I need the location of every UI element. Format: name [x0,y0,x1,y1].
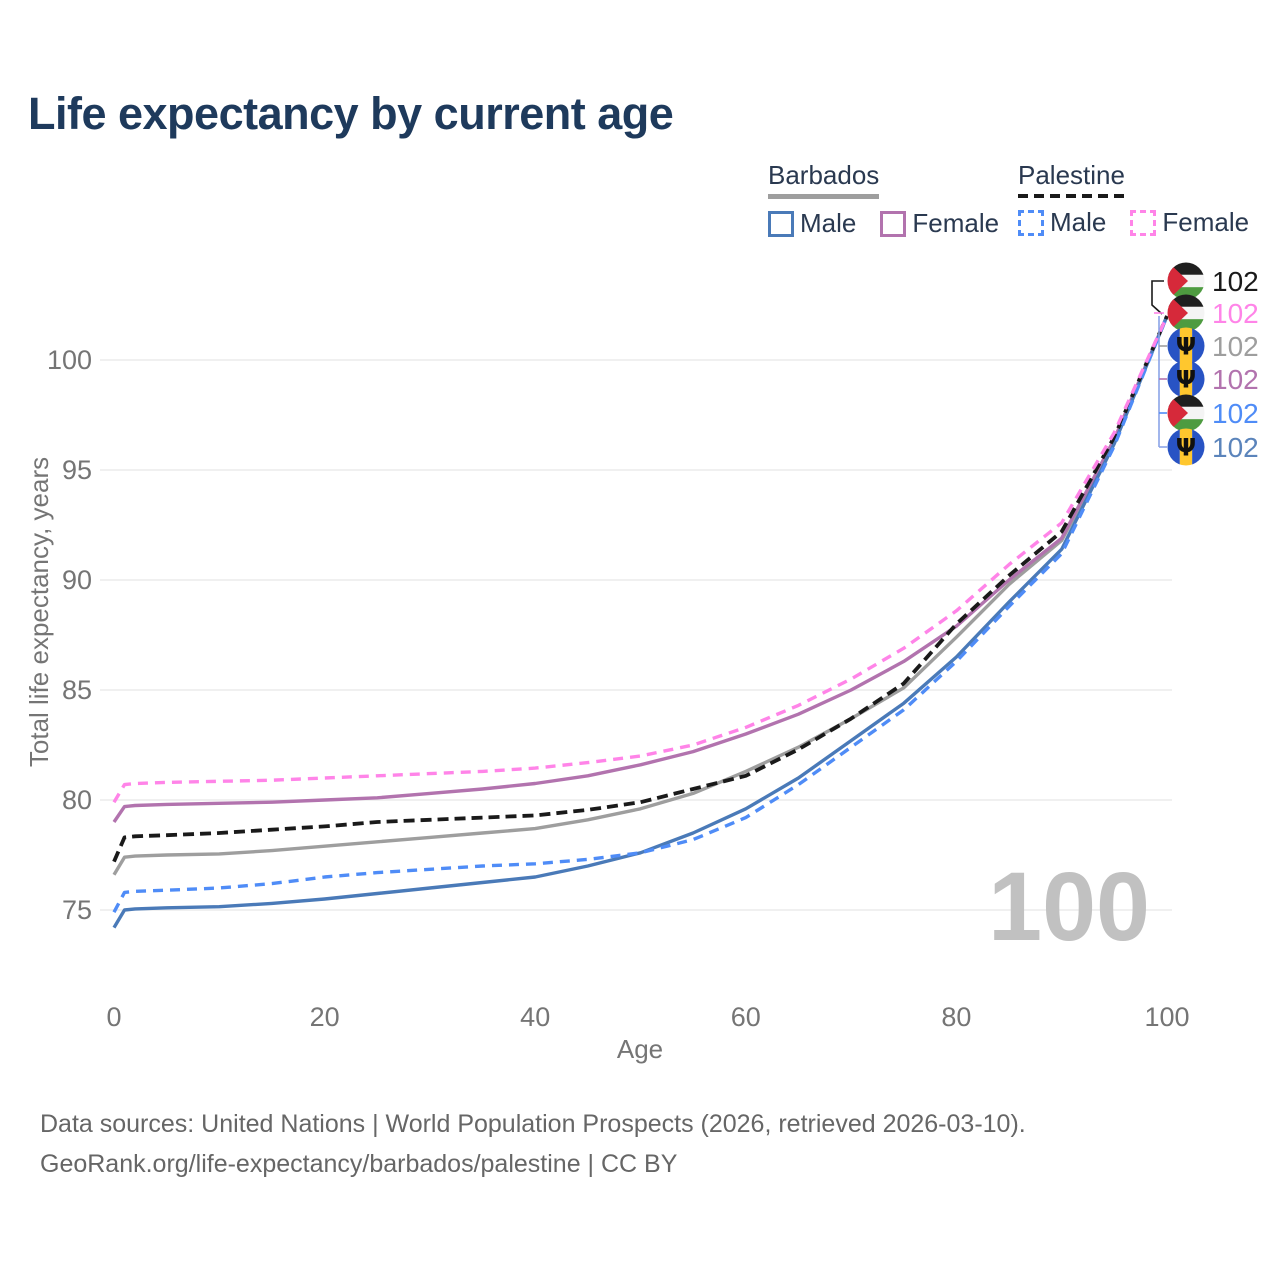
barbados-flag-icon: Ψ [1167,327,1205,365]
legend-country-palestine[interactable]: Palestine [1018,160,1125,198]
y-tick-label-90: 90 [62,565,92,595]
legend-item-label: Female [1162,207,1250,237]
series-line-palestine-total[interactable] [112,315,1169,863]
svg-text:Ψ: Ψ [1176,434,1196,462]
x-axis-title: Age [617,1034,663,1064]
x-tick-label-40: 40 [520,1002,550,1032]
x-tick-label-60: 60 [731,1002,761,1032]
legend-country-barbados[interactable]: Barbados [768,160,880,199]
end-value-label: 102 [1212,364,1259,395]
y-tick-label-80: 80 [62,785,92,815]
legend-item-label: Female [912,208,1000,238]
svg-text:Ψ: Ψ [1176,333,1196,361]
svg-text:Ψ: Ψ [1176,366,1196,394]
legend-item-label: Male [1050,207,1107,237]
line-chart: 75 80 85 90 95 100 0 20 40 60 80 100 Age Total life e… [24,262,1259,1064]
age-watermark: 100 [988,852,1150,961]
series-line-palestine-male[interactable] [112,315,1169,913]
end-label-row: Ψ 102 [1167,327,1259,365]
legend-swatch-palestine-female[interactable] [1130,209,1157,236]
legend-country-label: Palestine [1018,160,1125,190]
legend-swatch-palestine-male[interactable] [1018,209,1044,236]
legend-swatch-barbados-female[interactable] [880,210,907,237]
y-tick-label-85: 85 [62,675,92,705]
end-value-label: 102 [1212,398,1259,429]
legend-swatch-barbados-male[interactable] [768,210,794,237]
end-label-row: Ψ 102 [1167,360,1259,398]
y-tick-label-95: 95 [62,455,92,485]
leader-palestine-total [1151,280,1164,315]
y-axis-title: Total life expectancy, years [24,457,54,767]
end-value-label: 102 [1212,432,1259,463]
end-label-row: 102 [1167,294,1259,332]
barbados-flag-icon: Ψ [1167,428,1205,466]
series-line-barbados-total[interactable] [112,315,1169,876]
palestine-flag-icon [1167,394,1205,432]
series-line-barbados-male[interactable] [112,315,1169,929]
y-tick-label-100: 100 [47,345,92,375]
x-tick-label-0: 0 [106,1002,121,1032]
legend-group-barbados: Barbados Male Female [768,160,1023,239]
end-value-label: 102 [1212,298,1259,329]
legend-line-sample-solid [768,194,880,199]
series-line-barbados-female[interactable] [112,315,1169,823]
legend-group-palestine: Palestine Male Female [1018,160,1273,238]
end-value-label: 102 [1212,266,1259,297]
barbados-flag-icon: Ψ [1167,360,1205,398]
end-label-row: 102 [1167,262,1259,300]
page-title: Life expectancy by current age [28,88,674,139]
palestine-flag-icon [1167,294,1205,332]
attribution-note: GeoRank.org/life-expectancy/barbados/pal… [40,1150,678,1178]
x-tick-label-20: 20 [310,1002,340,1032]
data-sources-note: Data sources: United Nations | World Pop… [40,1110,1026,1138]
end-value-label: 102 [1212,331,1259,362]
x-tick-label-80: 80 [941,1002,971,1032]
legend-country-label: Barbados [768,160,880,190]
legend-line-sample-dashed [1018,194,1125,198]
y-tick-label-75: 75 [62,895,92,925]
palestine-flag-icon [1167,262,1205,300]
end-label-row: 102 [1167,394,1259,432]
series-line-palestine-female[interactable] [112,315,1169,804]
legend-item-label: Male [800,208,857,238]
x-tick-label-100: 100 [1144,1002,1189,1032]
end-label-row: Ψ 102 [1167,428,1259,466]
